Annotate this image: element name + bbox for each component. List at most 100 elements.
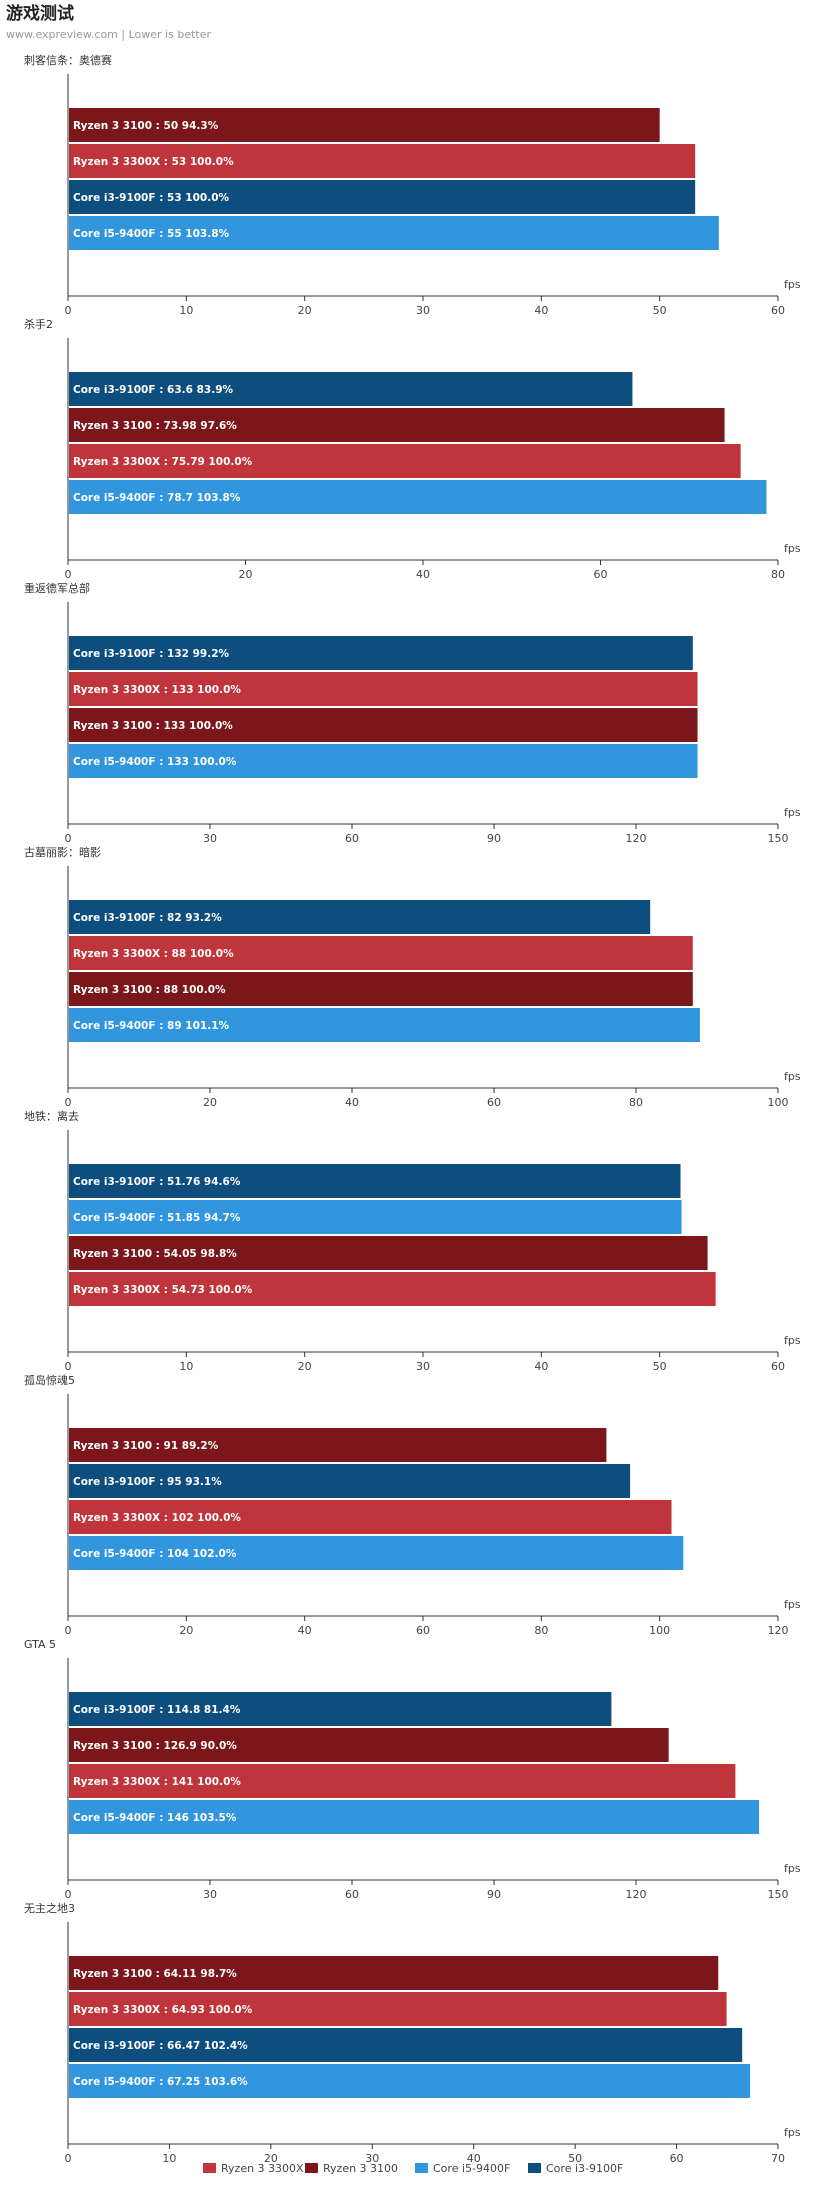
bar-label: Ryzen 3 3100 : 133 100.0% [73,720,233,732]
bar-label: Core i5-9400F : 146 103.5% [73,1812,237,1824]
page-subtitle: www.expreview.com | Lower is better [6,28,211,41]
x-tick-label: 150 [768,832,789,845]
bar-label: Core i5-9400F : 78.7 103.8% [73,492,241,504]
x-tick-label: 60 [345,1888,359,1901]
bar-label: Ryzen 3 3300X : 54.73 100.0% [73,1284,253,1296]
bar-label: Ryzen 3 3100 : 64.11 98.7% [73,1968,237,1980]
bar [69,180,696,214]
bar [69,1764,736,1798]
bar-label: Ryzen 3 3100 : 91 89.2% [73,1440,219,1452]
x-tick-label: 60 [594,568,608,581]
x-tick-label: 10 [179,1360,193,1373]
legend-item: Ryzen 3 3300X [203,2162,304,2175]
x-tick-label: 20 [203,1096,217,1109]
bar-label: Ryzen 3 3100 : 50 94.3% [73,120,219,132]
bar-label: Core i3-9100F : 82 93.2% [73,912,222,924]
x-tick-label: 40 [534,304,548,317]
x-tick-label: 60 [416,1624,430,1637]
axis-unit-label: fps [784,1598,801,1611]
bar-label: Core i5-9400F : 89 101.1% [73,1020,230,1032]
x-tick-label: 40 [534,1360,548,1373]
axis-unit-label: fps [784,1334,801,1347]
x-tick-label: 60 [670,2152,684,2165]
bar-label: Core i5-9400F : 67.25 103.6% [73,2076,248,2088]
legend-swatch [415,2163,428,2173]
bar [69,1272,716,1306]
bar [69,972,693,1006]
bar [69,1500,672,1534]
bar [69,1428,607,1462]
x-tick-label: 50 [568,2152,582,2165]
bar [69,408,725,442]
x-tick-label: 80 [771,568,785,581]
bar [69,1464,631,1498]
bar-label: Ryzen 3 3300X : 53 100.0% [73,156,234,168]
x-tick-label: 10 [179,304,193,317]
panel-title: 刺客信条：奥德赛 [24,53,112,67]
bar-label: Core i3-9100F : 51.76 94.6% [73,1176,241,1188]
x-tick-label: 0 [65,832,72,845]
bar-label: Ryzen 3 3300X : 102 100.0% [73,1512,241,1524]
bar-label: Ryzen 3 3300X : 88 100.0% [73,948,234,960]
bar [69,1956,719,1990]
legend-swatch [305,2163,318,2173]
x-tick-label: 0 [65,1888,72,1901]
bar [69,1536,684,1570]
x-tick-label: 0 [65,1096,72,1109]
bar-label: Core i3-9100F : 95 93.1% [73,1476,222,1488]
axis-unit-label: fps [784,542,801,555]
bar-label: Ryzen 3 3300X : 141 100.0% [73,1776,241,1788]
chart-panel: 地铁：离去 0 10 20 30 40 50 60 fps Core i3-9100F : 51.… [24,1109,801,1373]
bar [69,744,698,778]
legend-swatch [203,2163,216,2173]
bar-label: Ryzen 3 3100 : 126.9 90.0% [73,1740,237,1752]
x-tick-label: 40 [467,2152,481,2165]
bar-label: Core i5-9400F : 133 100.0% [73,756,237,768]
bar [69,900,651,934]
x-tick-label: 80 [534,1624,548,1637]
x-tick-label: 90 [487,1888,501,1901]
axis-unit-label: fps [784,806,801,819]
chart-panel: 无主之地3 0 10 20 30 40 50 60 70 fps Ryzen 3 3100 : 64… [24,1901,801,2165]
bar [69,108,660,142]
bar [69,636,693,670]
x-tick-label: 0 [65,568,72,581]
legend-label: Core i5-9400F [433,2162,510,2175]
panel-title: GTA 5 [24,1638,56,1651]
axis-unit-label: fps [784,1862,801,1875]
bar [69,936,693,970]
x-tick-label: 70 [771,2152,785,2165]
bar [69,708,698,742]
legend: Ryzen 3 3300X Ryzen 3 3100 Core i5-9400F Co… [203,2162,623,2175]
bar [69,2028,743,2062]
bar [69,672,698,706]
bar-label: Core i3-9100F : 63.6 83.9% [73,384,234,396]
x-tick-label: 90 [487,832,501,845]
x-tick-label: 20 [298,1360,312,1373]
legend-label: Core i3-9100F [546,2162,623,2175]
x-tick-label: 80 [629,1096,643,1109]
x-tick-label: 120 [768,1624,789,1637]
bar-label: Core i3-9100F : 132 99.2% [73,648,230,660]
bar [69,1236,708,1270]
chart-panel: 重返德军总部 0 30 60 90 120 150 fps Core i3-9100F : 13… [24,581,801,845]
bar [69,1692,612,1726]
chart-panel: 孤岛惊魂5 0 20 40 60 80 100 120 fps Ryzen 3 3100 : 91… [24,1373,801,1637]
legend-item: Core i5-9400F [415,2162,510,2175]
bar [69,1008,700,1042]
bar [69,2064,751,2098]
x-tick-label: 60 [771,304,785,317]
x-tick-label: 50 [653,1360,667,1373]
panel-title: 地铁：离去 [24,1109,79,1123]
panel-title: 古墓丽影：暗影 [24,845,101,859]
x-tick-label: 40 [298,1624,312,1637]
x-tick-label: 20 [298,304,312,317]
x-tick-label: 0 [65,304,72,317]
x-tick-label: 30 [203,832,217,845]
chart-panel: 杀手2 0 20 40 60 80 fps Core i3-9100F : 63.6 83.9… [24,317,801,581]
legend-label: Ryzen 3 3100 [323,2162,398,2175]
x-tick-label: 60 [487,1096,501,1109]
panel-title: 重返德军总部 [24,581,90,595]
axis-unit-label: fps [784,278,801,291]
x-tick-label: 120 [626,1888,647,1901]
